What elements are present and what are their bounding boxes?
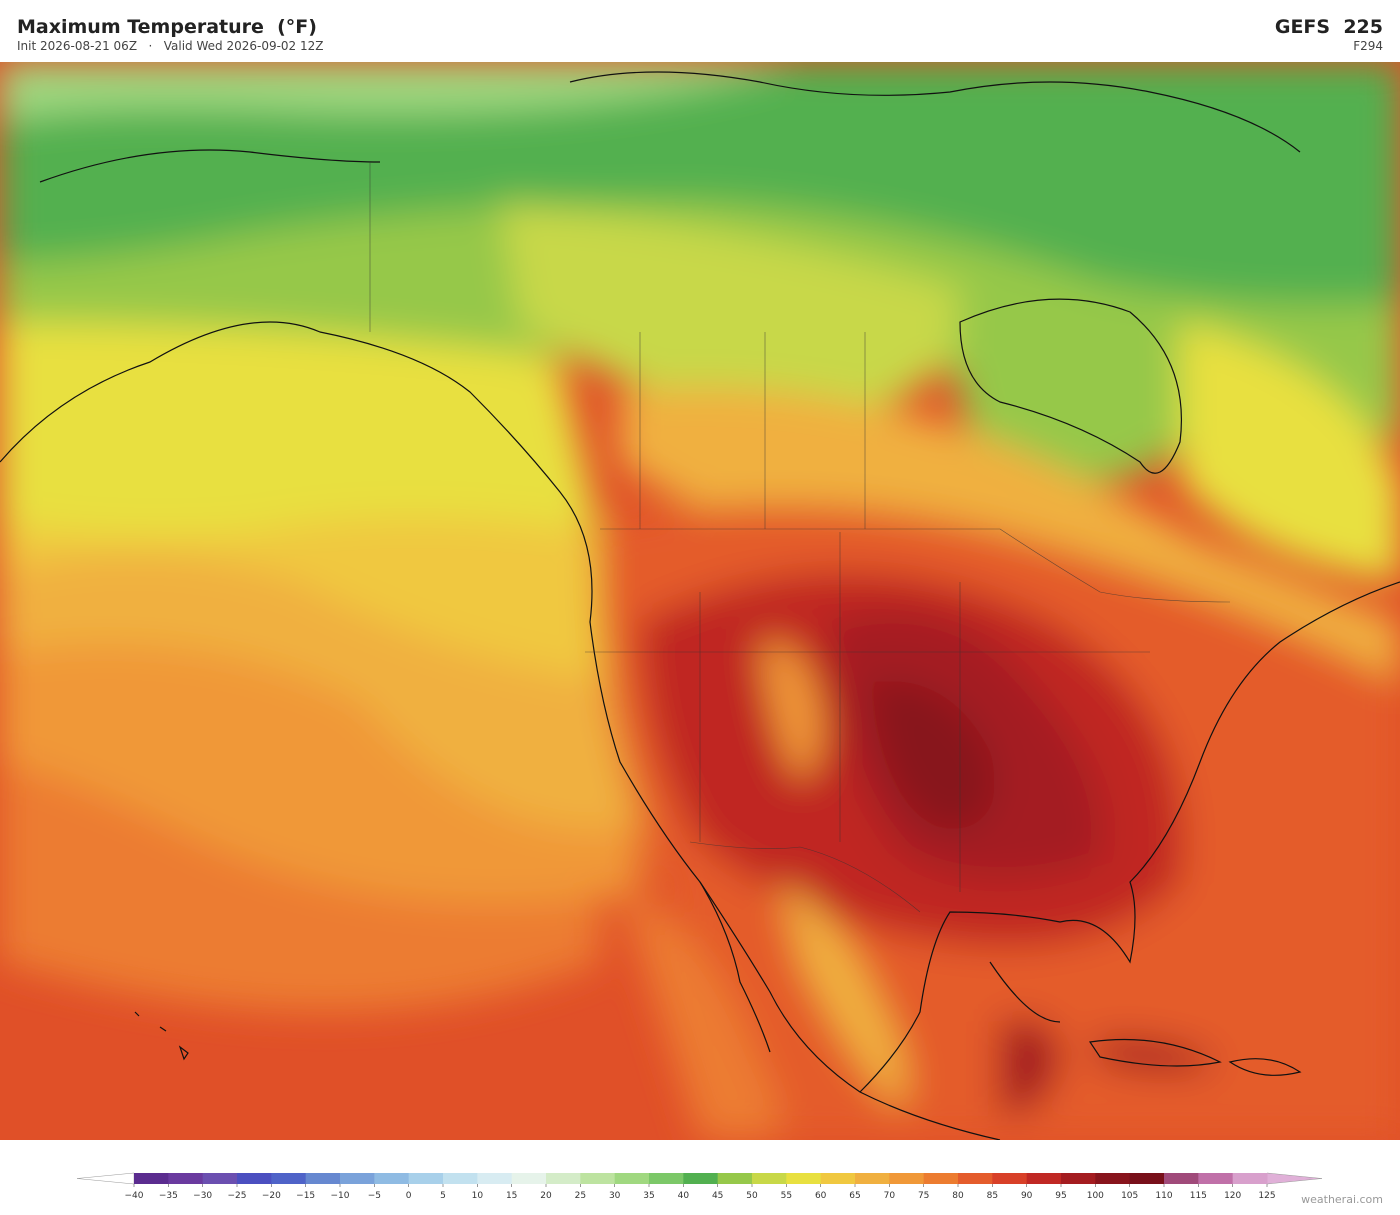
tick-label: 65 [849, 1191, 860, 1201]
model-name: GEFS 225 [1274, 16, 1383, 38]
tick-label: −25 [228, 1191, 247, 1201]
tick-label: 75 [918, 1191, 929, 1201]
colorbar-extend-low [76, 1172, 135, 1185]
colorbar-segment [511, 1173, 547, 1184]
tick-label: 70 [884, 1191, 896, 1201]
colorbar-segment [1198, 1173, 1234, 1184]
tick-label: 30 [609, 1191, 621, 1201]
tick-label: −40 [125, 1191, 144, 1201]
colorbar-segment [271, 1173, 307, 1184]
tick-label: 20 [540, 1191, 552, 1201]
colorbar-segment [889, 1173, 925, 1184]
tick-label: −30 [193, 1191, 212, 1201]
colorbar-segment [168, 1173, 204, 1184]
colorbar-segment [408, 1173, 444, 1184]
colorbar-segment [477, 1173, 513, 1184]
colorbar-segment [992, 1173, 1028, 1184]
colorbar-segment [855, 1173, 890, 1184]
tick-label: 15 [506, 1191, 517, 1201]
tick-label: 40 [678, 1191, 690, 1201]
colorbar-extend-high [1266, 1172, 1323, 1185]
colorbar-segment [1232, 1173, 1268, 1184]
tick-label: 10 [472, 1191, 484, 1201]
colorbar-segment [786, 1173, 822, 1184]
colorbar-segment [717, 1173, 753, 1184]
colorbar-segment [958, 1173, 993, 1184]
tick-label: 0 [406, 1191, 412, 1201]
tick-label: 35 [643, 1191, 654, 1201]
colorbar-segment [923, 1173, 959, 1184]
colorbar-segment [683, 1173, 719, 1184]
colorbar-segment [1164, 1173, 1199, 1184]
colorbar: −40 −35 −30 −25 −20 −15 −10 −5 0 5 10 15 20 25 30 35 40 4… [76, 1172, 1323, 1201]
colorbar-segment [820, 1173, 856, 1184]
tick-label: 90 [1021, 1191, 1033, 1201]
colorbar-segment [1026, 1173, 1062, 1184]
colorbar-segment [1095, 1173, 1131, 1184]
colorbar-segment [614, 1173, 650, 1184]
title: Maximum Temperature (°F) [17, 16, 317, 38]
tick-label: −10 [331, 1191, 350, 1201]
colorbar-segment [305, 1173, 341, 1184]
tick-label: 80 [952, 1191, 964, 1201]
colorbar-segment [752, 1173, 787, 1184]
tick-label: 110 [1155, 1191, 1172, 1201]
tick-label: −35 [159, 1191, 178, 1201]
coastlines [0, 71, 1400, 1140]
colorbar-segment [580, 1173, 616, 1184]
colorbar-segment [237, 1173, 272, 1184]
watermark: weatherai.com [1301, 1193, 1383, 1206]
tick-label: −15 [296, 1191, 315, 1201]
tick-label: 25 [575, 1191, 586, 1201]
colorbar-segment [1061, 1173, 1096, 1184]
colorbar-segment [1129, 1173, 1165, 1184]
colorbar-segment [374, 1173, 410, 1184]
tick-label: −5 [368, 1191, 381, 1201]
forecast-hour: F294 [1353, 39, 1383, 53]
tick-label: 5 [440, 1191, 446, 1201]
tick-label: 60 [815, 1191, 827, 1201]
map [0, 62, 1400, 1140]
tick-label: 50 [746, 1191, 758, 1201]
borders [369, 162, 1231, 913]
colorbar-segment [340, 1173, 375, 1184]
colorbar-segment [443, 1173, 478, 1184]
tick-label: 105 [1121, 1191, 1138, 1201]
colorbar-segment [202, 1173, 238, 1184]
tick-label: 120 [1224, 1191, 1241, 1201]
subtitle: Init 2026-08-21 06Z · Valid Wed 2026-09-… [17, 39, 324, 53]
tick-label: 95 [1055, 1191, 1066, 1201]
tick-label: 85 [987, 1191, 998, 1201]
tick-label: 55 [781, 1191, 792, 1201]
tick-label: −20 [262, 1191, 281, 1201]
colorbar-segment [134, 1173, 169, 1184]
tick-label: 125 [1258, 1191, 1275, 1201]
tick-label: 115 [1190, 1191, 1207, 1201]
colorbar-segment [649, 1173, 684, 1184]
colorbar-segment [546, 1173, 581, 1184]
tick-label: 45 [712, 1191, 723, 1201]
tick-label: 100 [1087, 1191, 1104, 1201]
